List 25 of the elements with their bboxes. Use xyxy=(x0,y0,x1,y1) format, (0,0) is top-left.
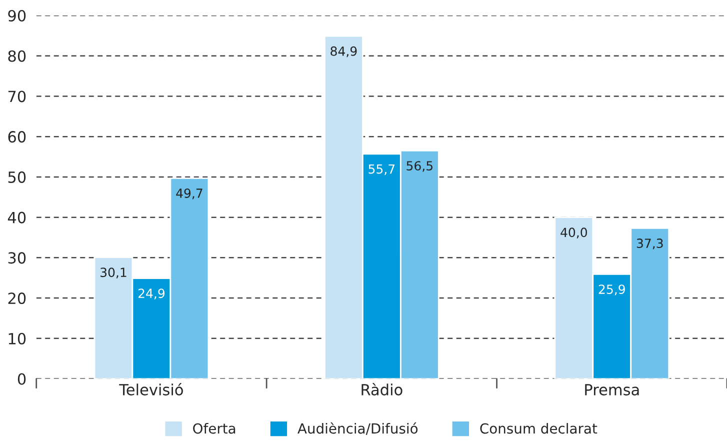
y-tick-label: 10 xyxy=(8,332,26,344)
y-tick-label: 30 xyxy=(8,252,26,264)
y-tick-label: 40 xyxy=(8,212,26,224)
text: 30,1 xyxy=(100,268,126,278)
y-tick-label: 0 xyxy=(18,373,26,385)
y-tick-label: 90 xyxy=(8,10,26,22)
y-tick-label: 20 xyxy=(8,292,26,304)
legend-label: Audiència/Difusió xyxy=(298,422,418,435)
y-tick-label: 60 xyxy=(8,131,26,143)
x-tick-label: Premsa xyxy=(585,384,639,396)
text: 56,5 xyxy=(406,161,432,172)
y-tick-label: 80 xyxy=(8,50,26,62)
x-tick-label: Ràdio xyxy=(362,383,402,396)
x-tick-label: Televisió xyxy=(119,383,183,396)
y-tick-label: 70 xyxy=(8,90,26,102)
y-tick-label: 50 xyxy=(8,171,26,183)
text: 24,9 xyxy=(138,288,164,300)
text: 40,0 xyxy=(560,228,587,238)
text: 84,9 xyxy=(330,46,357,58)
legend-label: Consum declarat xyxy=(480,422,598,434)
legend-label: Oferta xyxy=(193,422,236,434)
text: 37,3 xyxy=(636,238,663,250)
text: 49,7 xyxy=(176,188,202,200)
text: 55,7 xyxy=(368,164,395,176)
text: 25,9 xyxy=(598,284,625,296)
